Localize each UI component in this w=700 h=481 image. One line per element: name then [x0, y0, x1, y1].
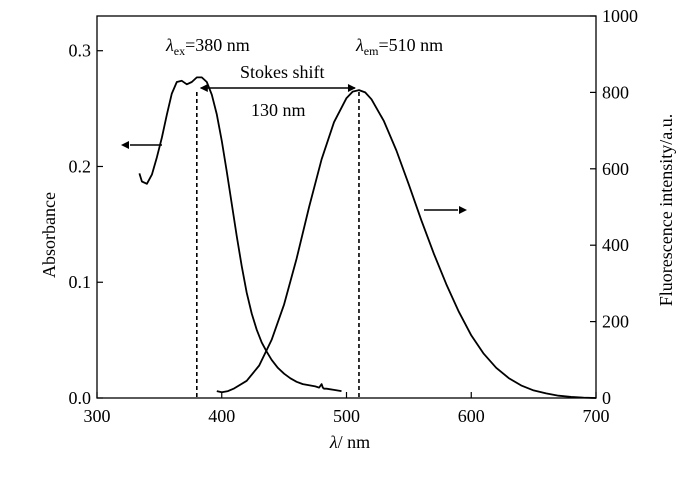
- x-tick-label: 700: [583, 406, 610, 426]
- right-axis-ticks: 0 200 400 600 800 1000: [590, 6, 638, 408]
- left-axis-pointer-head: [121, 141, 129, 149]
- right-axis-pointer-head: [459, 206, 467, 214]
- y-left-tick-label: 0.0: [69, 388, 92, 408]
- emission-label-value: =510 nm: [378, 35, 443, 55]
- y-right-tick-label: 600: [602, 159, 629, 179]
- x-tick-label: 400: [208, 406, 235, 426]
- x-axis-ticks: 300 400 500 600 700: [84, 392, 610, 426]
- x-tick-label: 500: [333, 406, 360, 426]
- absorbance-curve: [138, 76, 342, 392]
- y-right-axis-label: Fluorescence intensity/a.u.: [656, 114, 676, 306]
- x-tick-label: 600: [458, 406, 485, 426]
- y-right-tick-label: 800: [602, 82, 629, 102]
- y-left-tick-label: 0.3: [69, 41, 92, 61]
- excitation-label-value: =380 nm: [185, 35, 250, 55]
- y-left-axis-label: Absorbance: [39, 192, 59, 278]
- fluorescence-curve: [216, 89, 597, 399]
- y-right-tick-label: 1000: [602, 6, 638, 26]
- y-left-tick-label: 0.2: [69, 156, 92, 176]
- emission-label: λem=510 nm: [355, 35, 443, 58]
- emission-label-symbol: λ: [355, 35, 364, 55]
- x-axis-label: λ/ nm: [329, 432, 370, 452]
- emission-label-subscript: em: [364, 44, 379, 58]
- stokes-arrow-left-head: [199, 84, 208, 92]
- excitation-label: λex=380 nm: [165, 35, 250, 58]
- stokes-arrow-right-head: [347, 84, 356, 92]
- y-right-tick-label: 0: [602, 388, 611, 408]
- excitation-label-subscript: ex: [174, 44, 185, 58]
- x-axis-label-unit: / nm: [338, 432, 371, 452]
- stokes-shift-value: 130 nm: [251, 100, 306, 120]
- y-right-tick-label: 400: [602, 235, 629, 255]
- y-right-tick-label: 200: [602, 312, 629, 332]
- x-axis-label-symbol: λ: [329, 432, 338, 452]
- excitation-label-symbol: λ: [165, 35, 174, 55]
- stokes-shift-label: Stokes shift: [240, 62, 325, 82]
- left-axis-ticks: 0.0 0.1 0.2 0.3: [69, 41, 103, 408]
- curves: [138, 76, 597, 399]
- plot-frame: [96, 15, 597, 399]
- x-tick-label: 300: [84, 406, 111, 426]
- y-left-tick-label: 0.1: [69, 272, 92, 292]
- plot-border: [96, 15, 597, 399]
